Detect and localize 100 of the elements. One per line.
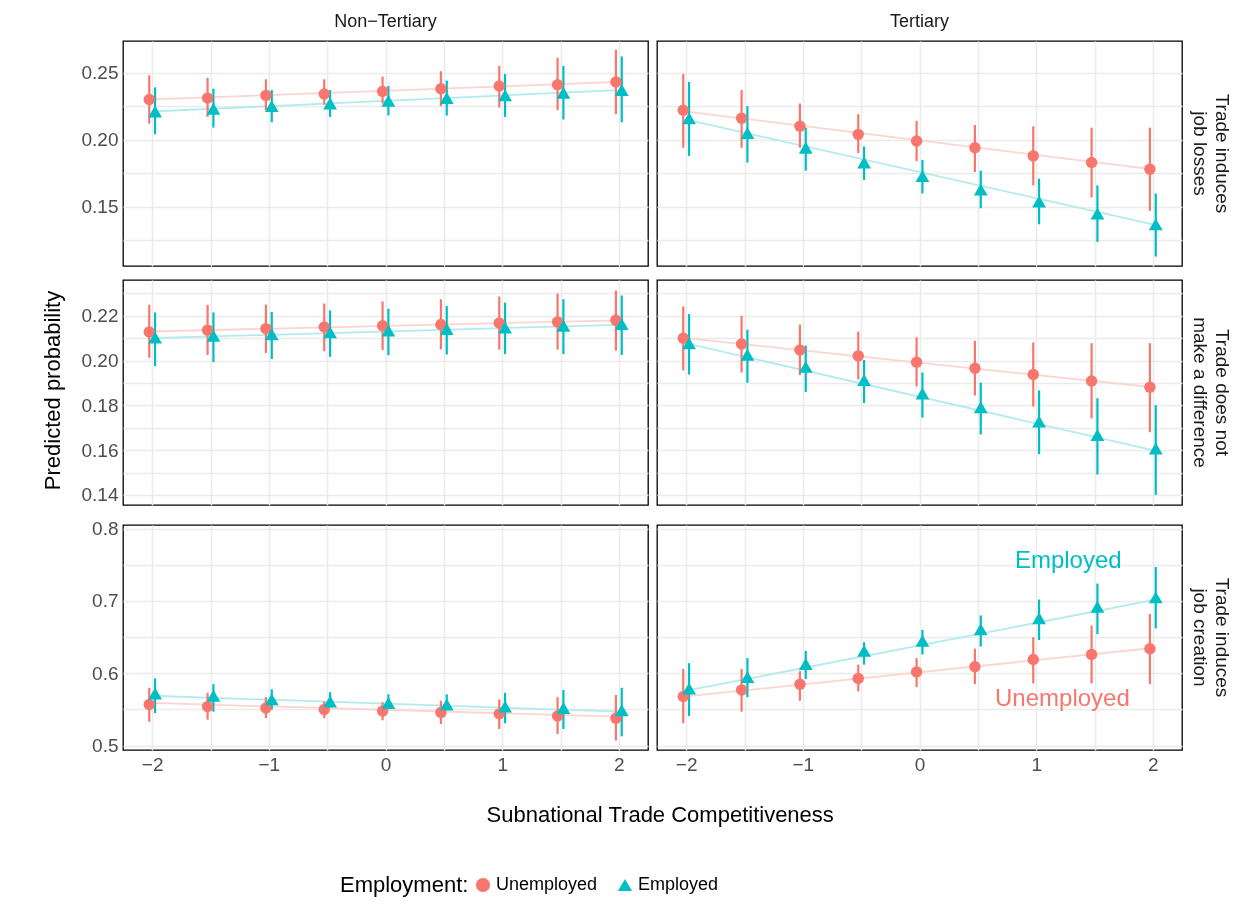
point <box>376 319 389 332</box>
point <box>677 104 689 116</box>
chart-title: Tertiary <box>889 11 950 31</box>
point <box>1027 150 1039 162</box>
legend-label: Employed <box>638 874 719 894</box>
point <box>381 94 396 107</box>
point <box>556 86 571 99</box>
point <box>323 97 337 110</box>
point <box>794 120 806 132</box>
point <box>1032 415 1046 428</box>
point <box>794 678 806 690</box>
point <box>206 329 221 342</box>
x-tick-label: 0 <box>380 753 392 775</box>
point <box>439 698 454 711</box>
point <box>735 338 748 350</box>
point <box>206 689 221 702</box>
point <box>915 170 930 182</box>
point <box>148 105 162 118</box>
y2-axis-title: Trade induces job losses <box>1190 93 1233 214</box>
point <box>1148 591 1163 604</box>
x-tick-label: −1 <box>258 753 281 775</box>
y2-axis-title: Trade induces job creation <box>1190 577 1233 698</box>
point <box>498 89 512 102</box>
point <box>852 350 864 362</box>
point <box>556 702 571 715</box>
point <box>614 704 629 717</box>
point <box>740 348 755 361</box>
point <box>376 85 389 98</box>
point <box>910 356 923 368</box>
point <box>610 76 622 88</box>
point <box>551 78 564 91</box>
y-axis-title: Predicted probability <box>40 290 65 491</box>
point <box>498 700 512 713</box>
point <box>1144 643 1156 655</box>
point <box>910 666 923 678</box>
point <box>973 401 988 414</box>
point <box>1027 653 1039 666</box>
point <box>206 102 221 115</box>
x-axis-title: Subnational Trade Competitiveness <box>486 801 834 827</box>
point <box>740 670 755 683</box>
annotation: Employed <box>1014 545 1122 573</box>
point <box>735 684 748 696</box>
legend-label: Unemployed <box>496 874 598 894</box>
x-tick-label: 2 <box>614 753 625 775</box>
point <box>677 332 689 344</box>
point <box>498 321 512 334</box>
point <box>201 92 214 104</box>
point <box>1148 442 1163 455</box>
point <box>973 183 988 196</box>
point <box>798 141 813 154</box>
point <box>1032 612 1046 625</box>
point <box>735 112 748 124</box>
point <box>915 387 930 400</box>
y-tick-label: 0.14 <box>81 484 119 506</box>
x-tick-label: 0 <box>914 753 926 775</box>
y-tick-label: 0.15 <box>81 196 119 218</box>
point <box>323 695 337 708</box>
point <box>969 142 981 154</box>
x-tick-label: 1 <box>497 753 508 775</box>
x-tick-label: −2 <box>141 753 164 775</box>
point <box>148 331 162 344</box>
point <box>857 156 871 169</box>
annotation: Unemployed <box>995 684 1130 712</box>
point <box>439 92 454 105</box>
point <box>143 326 155 338</box>
y-tick-label: 0.20 <box>81 350 119 372</box>
point <box>201 324 214 336</box>
y-tick-label: 0.8 <box>92 518 119 540</box>
point <box>852 672 864 685</box>
point <box>969 362 981 374</box>
point <box>1090 600 1105 613</box>
point <box>435 318 447 331</box>
point <box>740 127 755 139</box>
chart-title: Non−Tertiary <box>334 11 437 31</box>
point <box>915 634 930 647</box>
y-tick-label: 0.20 <box>81 129 119 151</box>
point <box>682 337 696 350</box>
point <box>1090 207 1105 220</box>
y-tick-label: 0.16 <box>81 439 119 461</box>
point <box>1032 195 1046 208</box>
point <box>381 697 396 709</box>
point <box>260 89 272 102</box>
y2-axis-title: Trade does not make a difference <box>1190 317 1233 468</box>
point <box>148 687 162 700</box>
point <box>264 100 279 113</box>
point <box>439 323 454 335</box>
point <box>323 326 337 339</box>
point <box>264 328 279 341</box>
x-tick-label: 1 <box>1031 753 1042 775</box>
point <box>614 318 629 331</box>
y-tick-label: 0.7 <box>92 590 119 612</box>
point <box>201 700 214 713</box>
point <box>556 319 571 332</box>
point <box>1085 156 1098 169</box>
point <box>852 128 864 141</box>
point <box>1144 163 1156 175</box>
point <box>1085 648 1098 661</box>
point <box>435 83 447 95</box>
point <box>260 322 272 335</box>
point <box>381 324 396 337</box>
